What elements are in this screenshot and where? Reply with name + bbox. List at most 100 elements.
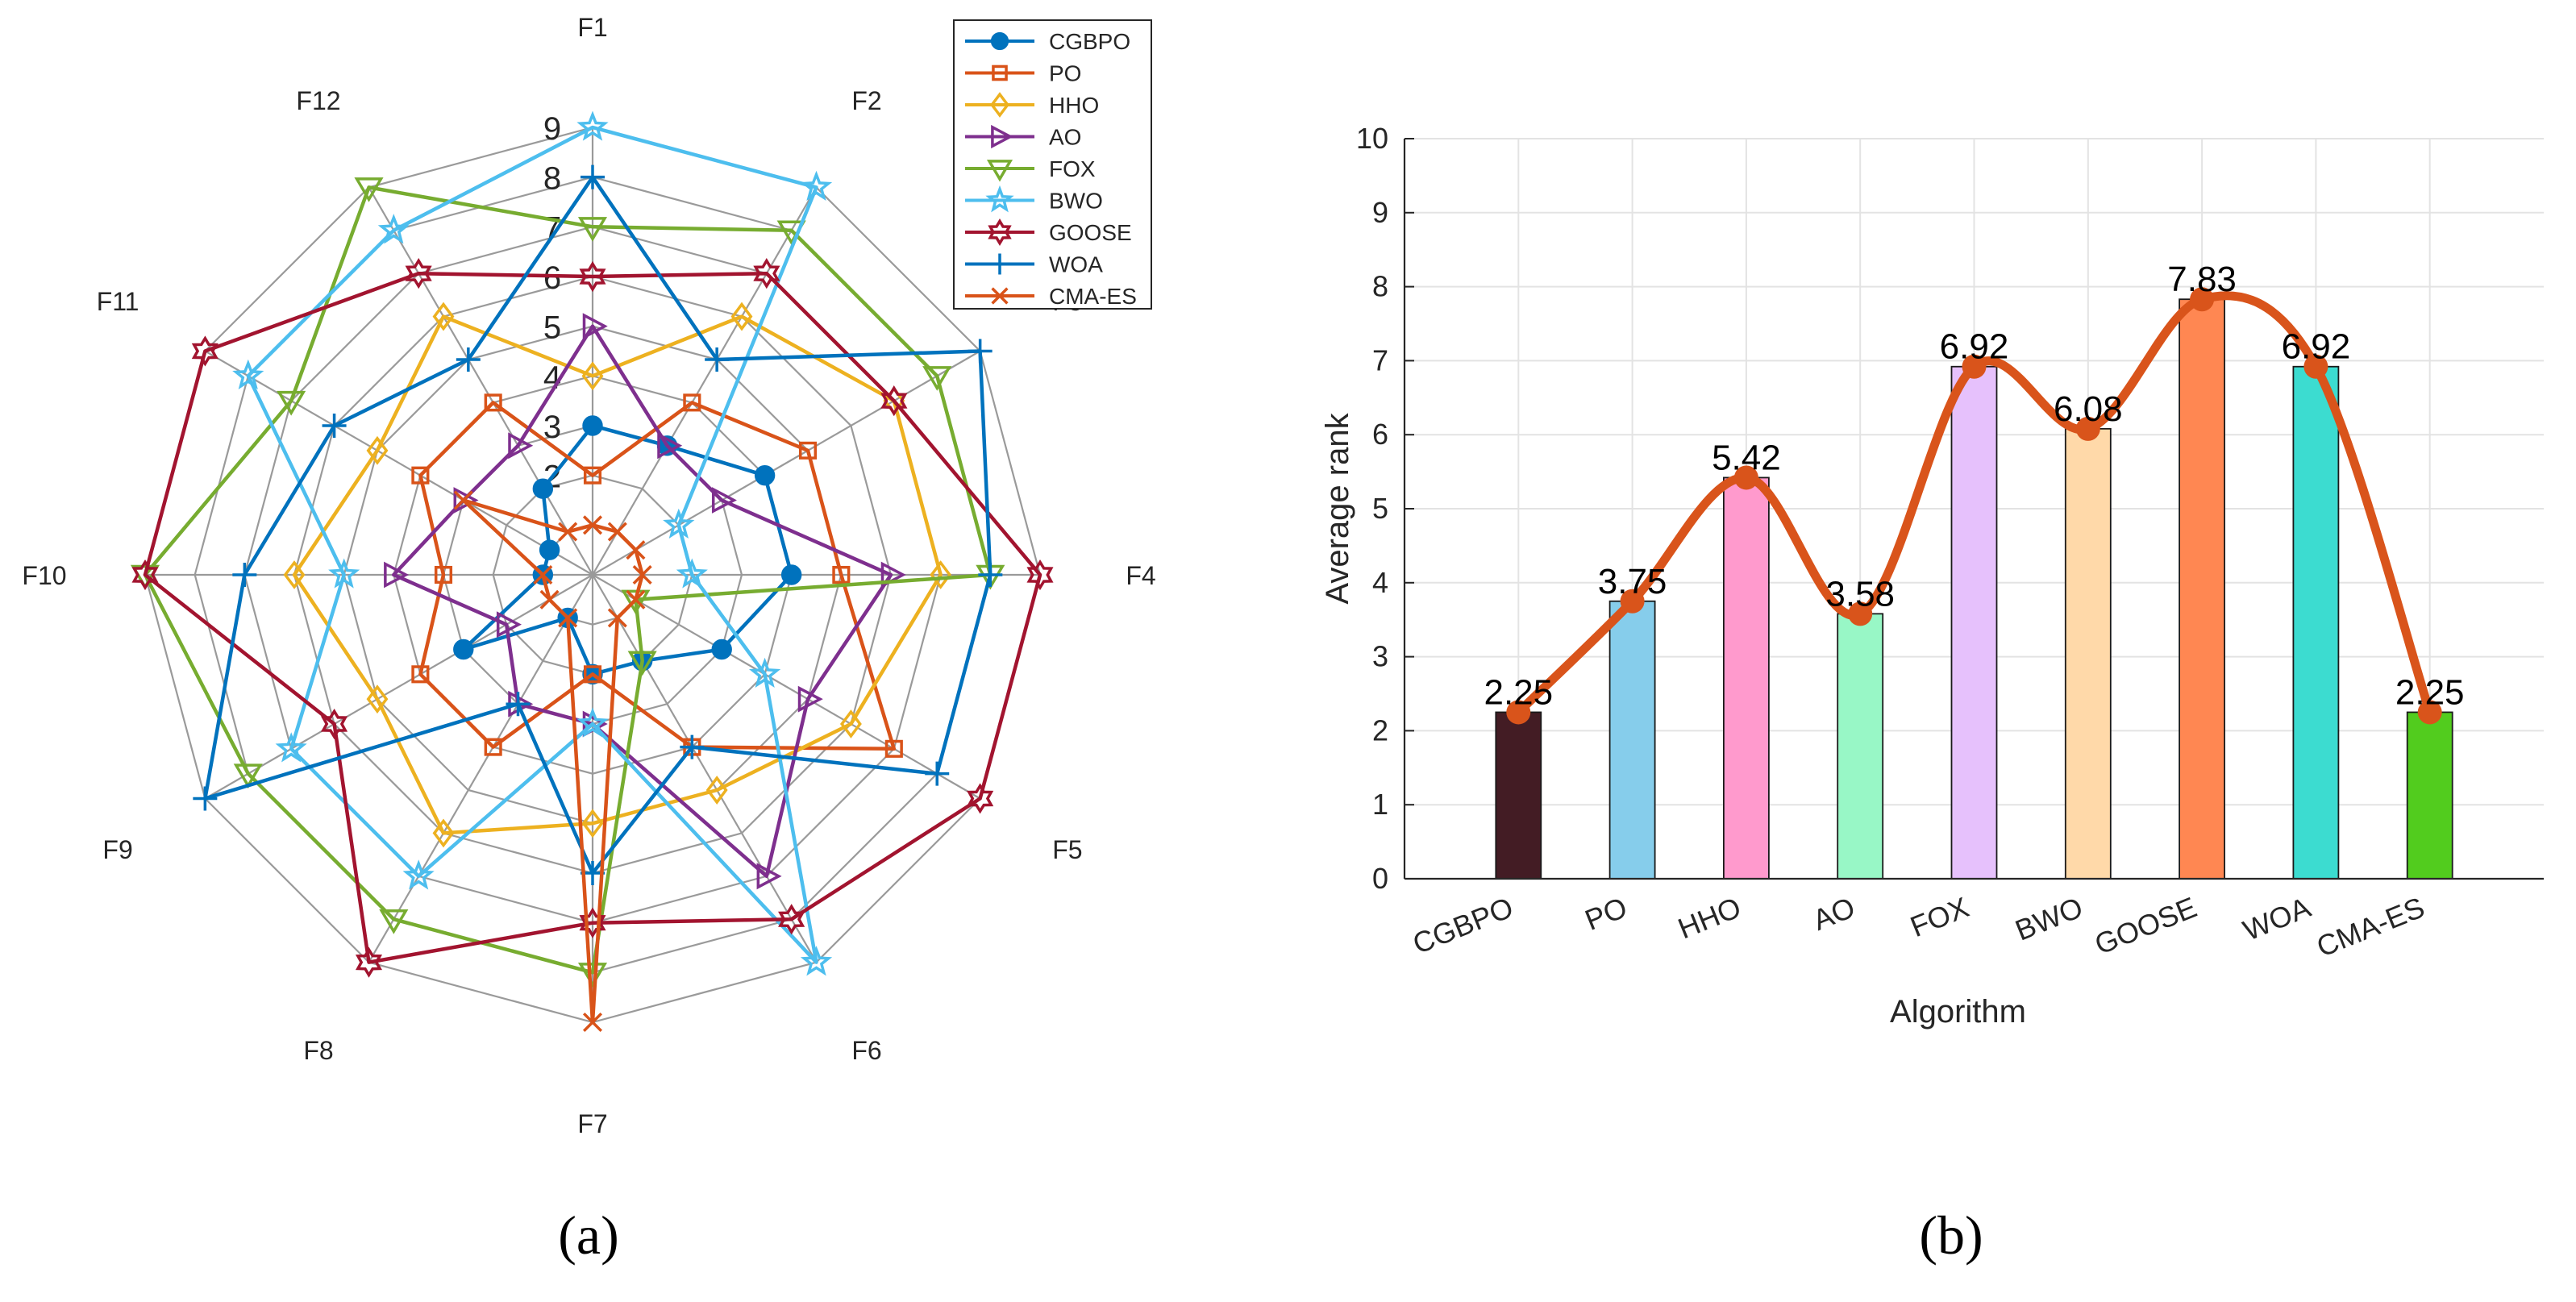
y-tick-label: 1 [1372,788,1388,821]
y-tick-label: 9 [1372,196,1388,229]
y-tick-label: 8 [1372,270,1388,303]
radar-data-point [968,339,993,364]
legend-entry: CMA-ES [1049,284,1137,309]
bar-value-label: 6.92 [1940,327,2009,367]
radar-data-point [232,563,257,587]
y-tick-label: 6 [1372,418,1388,451]
radar-series-po [411,393,903,758]
radar-radial-tick-label: 3 [543,410,561,445]
radar-data-point [626,589,646,609]
legend-marker [992,64,1008,81]
radar-axis-label: F9 [102,835,132,864]
radar-data-point [577,963,608,988]
radar-radial-tick-label: 9 [543,111,561,147]
radar-data-point [967,783,994,814]
radar-data-point [581,809,604,838]
legend-entry: FOX [1049,156,1096,181]
x-tick-label: HHO [1673,890,1746,945]
radar-axis-label: F4 [1126,561,1155,590]
x-tick-label: PO [1580,890,1632,937]
radar-series-line [418,401,897,751]
legend-marker [991,124,1013,149]
legend-entry: GOOSE [1049,220,1132,245]
bar-value-label: 6.08 [2054,389,2123,429]
y-tick-label: 3 [1372,640,1388,673]
x-tick-label: AO [1808,890,1860,936]
y-tick-label: 10 [1356,122,1388,155]
bar-value-label: 7.83 [2167,260,2237,299]
radar-series-goose [131,258,1054,978]
radar-data-point [432,302,455,331]
radar-data-point [384,561,410,589]
radar-data-point [1026,559,1054,591]
radar-data-point [607,522,627,542]
bar-value-label: 2.25 [2395,672,2465,712]
radar-data-point [797,685,823,713]
radar-data-point [884,739,903,758]
legend-marker [985,185,1014,213]
trend-point [2417,700,2442,725]
trend-point [1620,589,1645,614]
radar-axis-label: F12 [296,86,340,115]
radar-spoke [368,574,593,963]
radar-data-point [283,560,306,589]
radar-data-point [632,564,652,585]
legend-marker [990,92,1009,118]
radar-axis-label: F11 [97,287,139,316]
radar-radial-tick-label: 5 [543,310,561,346]
radar-data-point [411,466,430,485]
radar-data-point [579,907,606,938]
bar-value-label: 3.75 [1598,562,1667,601]
radar-radial-tick-label: 8 [543,161,561,197]
radar-axis-label: F2 [851,86,881,115]
radar-data-point [532,478,554,499]
radar-spoke [592,574,818,963]
radar-data-point [506,692,531,717]
radar-data-point [978,563,1003,587]
legend-marker [989,253,1010,275]
y-tick-label: 7 [1372,343,1388,376]
radar-data-point [607,608,627,628]
x-tick-label: BWO [2011,890,2087,946]
radar-data-point [581,361,604,391]
y-tick-label: 5 [1372,492,1388,525]
radar-data-point [322,414,347,438]
radar-data-point [496,611,522,639]
x-tick-label: CGBPO [1408,890,1517,960]
y-tick-label: 2 [1372,713,1388,747]
radar-data-point [925,761,950,786]
y-axis-title: Average rank [1320,412,1355,604]
radar-data-point [626,540,646,560]
radar-data-point [232,359,264,390]
radar-series-bwo [232,110,833,976]
radar-data-point [657,432,683,460]
radar-data-point [930,560,952,589]
radar-data-point [778,904,805,935]
radar-data-point [131,559,159,591]
radar-data-point [193,786,218,811]
radar-spoke [592,186,818,576]
radar-data-point [456,347,481,372]
bar-value-label: 6.92 [2282,327,2351,367]
radar-data-point [832,565,851,584]
trend-point [1506,700,1531,725]
legend-entry: CGBPO [1049,29,1130,54]
radar-data-point [275,732,307,763]
radar-spoke [592,350,981,576]
radar-data-point [434,565,453,584]
radar-data-point [582,415,603,436]
radar-data-point [277,390,306,416]
bar [1495,711,1542,880]
bar [1608,600,1656,880]
radar-data-point [533,564,553,585]
radar-series-line [143,185,993,975]
radar-axis-label: F10 [22,561,66,590]
radar-data-point [800,170,833,202]
trend-point [2075,416,2100,441]
bar-chart: 0 1 2 3 4 5 6 7 8 9 10 2.25 3.75 5.42 3.58 6.92 6.08 7.83… [1320,122,2544,1030]
legend-marker [990,31,1009,51]
bar [1722,476,1770,880]
radar-legend: CGBPO PO HHO AO FOX BWO GOOSE WOA CMA-ES [953,19,1152,310]
radar-data-point [328,558,360,589]
legend-entry: AO [1049,125,1081,150]
